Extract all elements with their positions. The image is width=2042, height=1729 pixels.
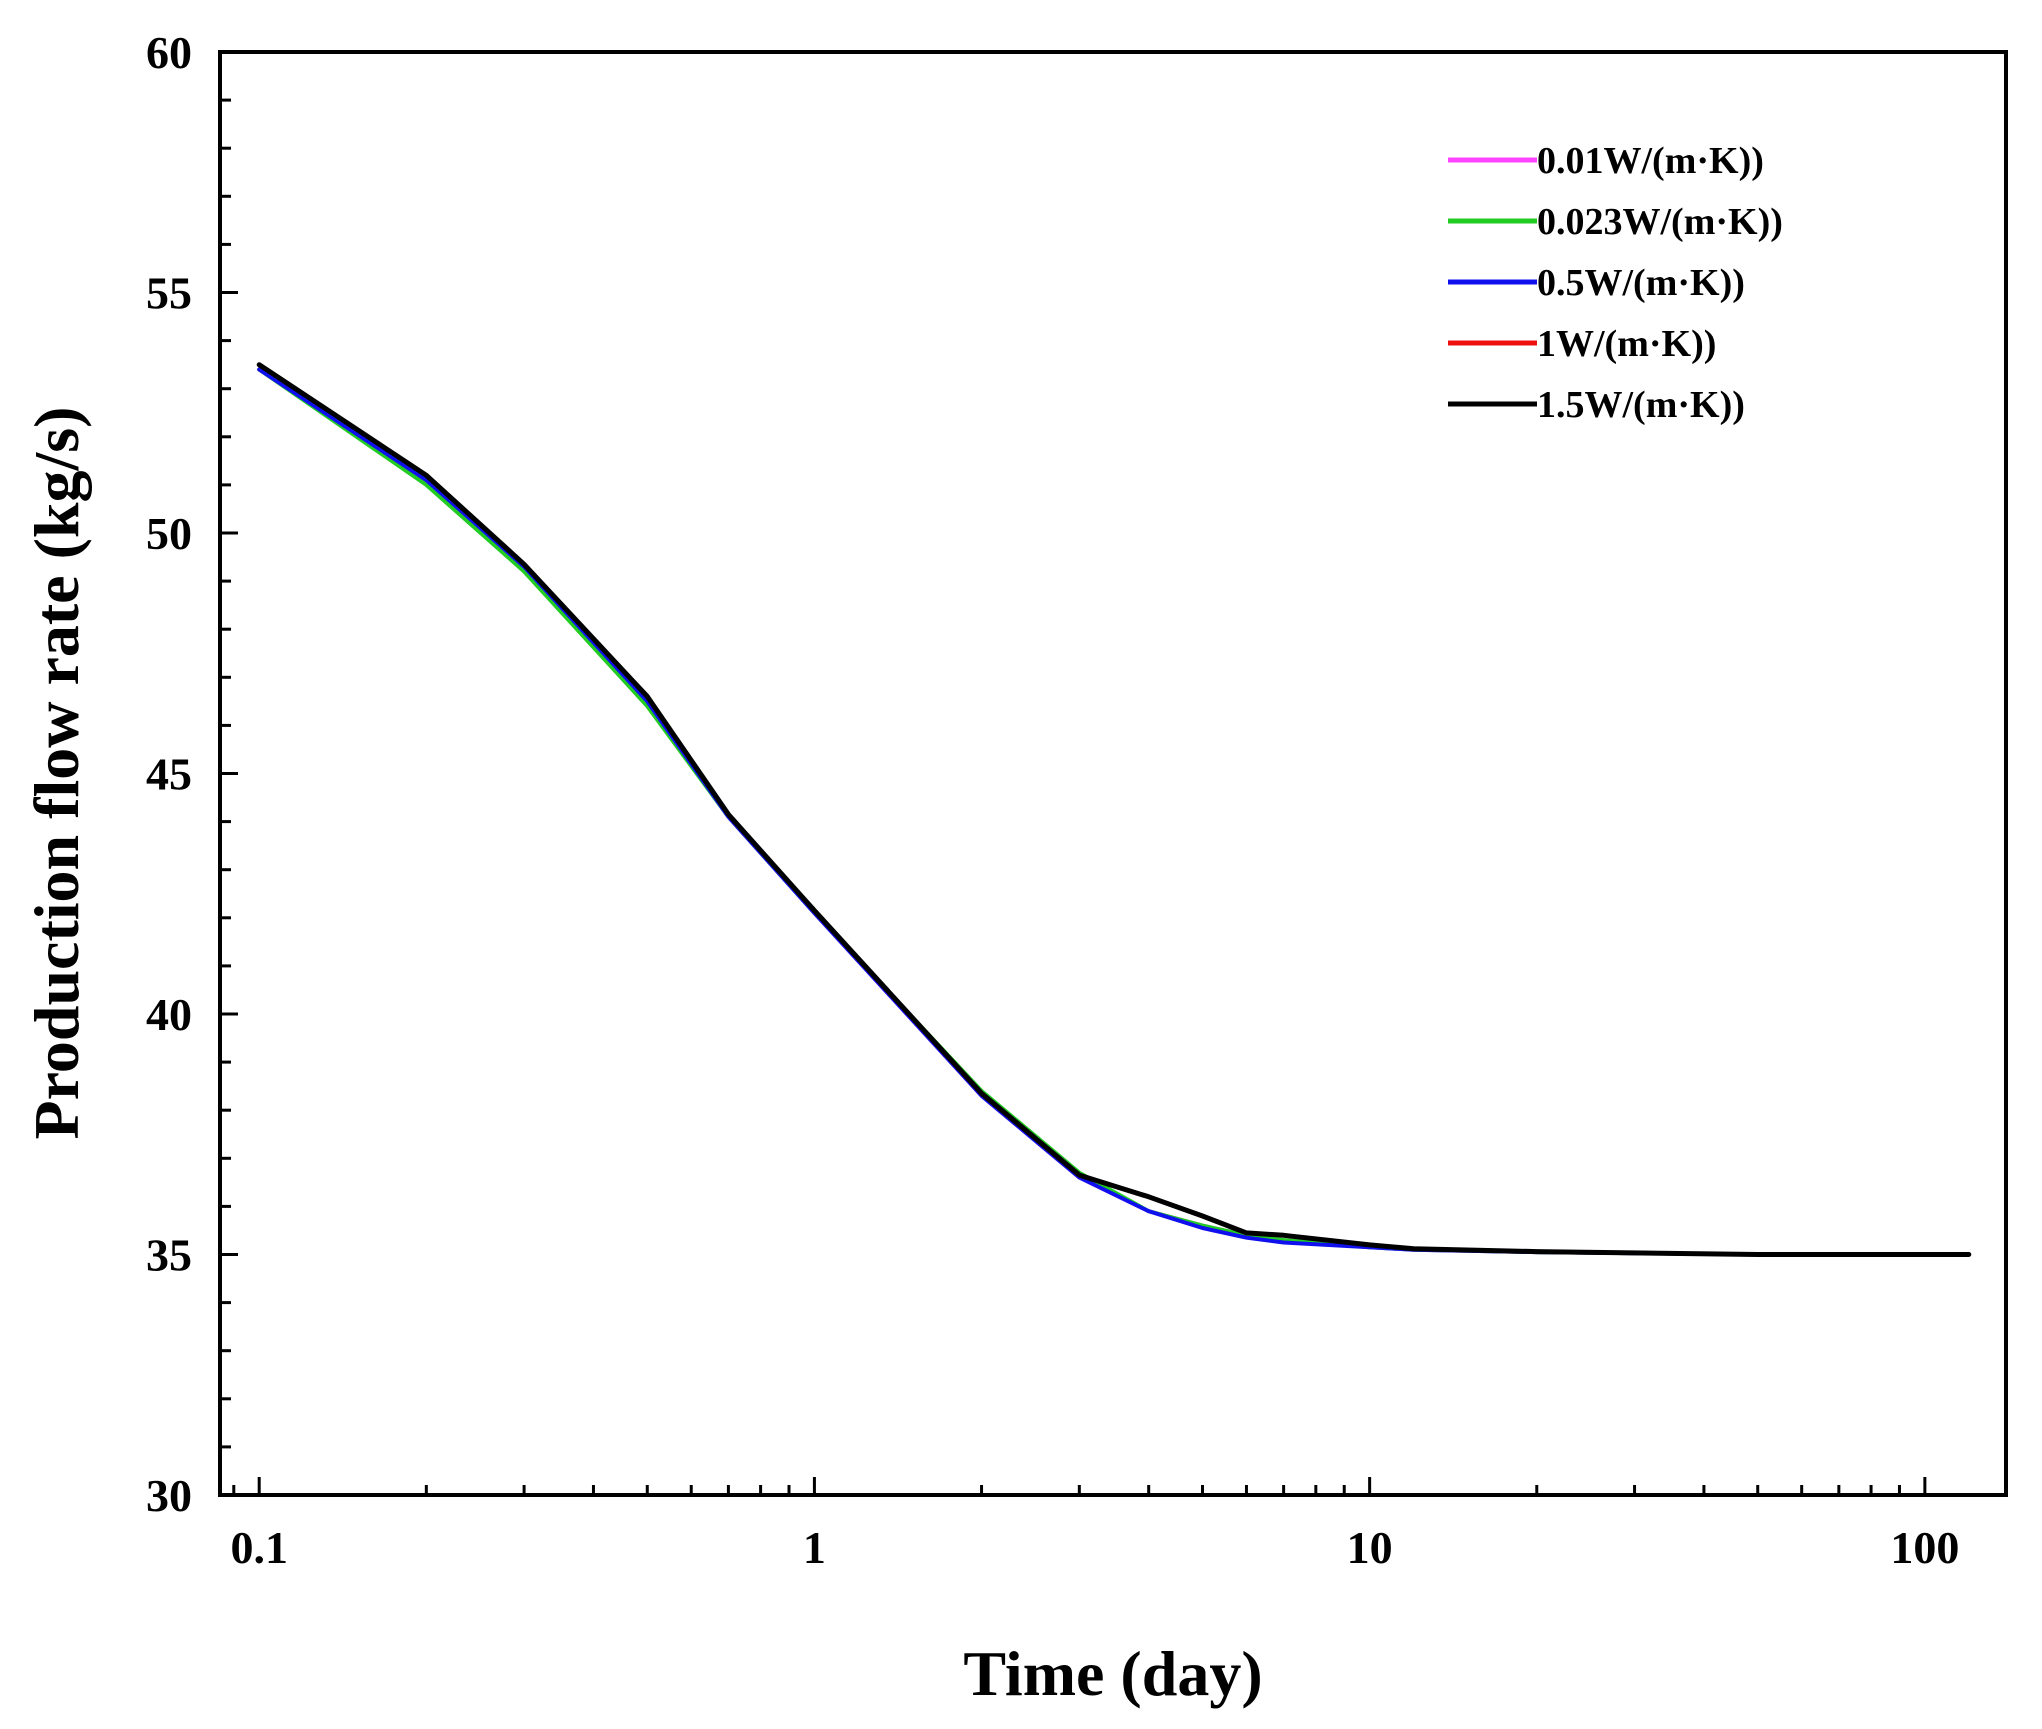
x-tick-label: 10: [1347, 1522, 1393, 1573]
x-axis-ticks: 0.1 1 10 100: [230, 1477, 1959, 1573]
series-line-2: [257, 367, 1971, 1257]
y-tick-label: 35: [146, 1230, 192, 1281]
y-tick-label: 50: [146, 508, 192, 559]
legend-label-4: 1W/(m·K)): [1537, 323, 1716, 365]
y-axis-ticks: 30 35 40 45 50 55 60: [146, 27, 238, 1521]
legend-label-5: 1.5W/(m·K)): [1537, 384, 1745, 426]
x-tick-label: 1: [803, 1522, 826, 1573]
legend-label-2: 0.023W/(m·K)): [1537, 201, 1783, 243]
y-tick-label: 45: [146, 749, 192, 800]
series-line-1: [257, 367, 1971, 1257]
legend-label-3: 0.5W/(m·K)): [1537, 262, 1745, 304]
series-line-5: [256, 362, 1972, 1257]
legend-label-1: 0.01W/(m·K)): [1537, 140, 1764, 182]
series-line-4: [257, 362, 1971, 1257]
x-tick-label: 100: [1890, 1522, 1959, 1573]
plot-frame: [218, 50, 2008, 1497]
y-tick-label: 60: [146, 27, 192, 78]
legend: 0.01W/(m·K)) 0.023W/(m·K)) 0.5W/(m·K)) 1W/(…: [1448, 140, 1783, 426]
y-tick-label: 40: [146, 989, 192, 1040]
y-axis-title: Production flow rate (kg/s): [21, 407, 92, 1140]
x-axis-title: Time (day): [963, 1638, 1262, 1709]
series-line-3: [257, 367, 1971, 1257]
x-tick-label: 0.1: [230, 1522, 288, 1573]
y-tick-label: 30: [146, 1470, 192, 1521]
y-tick-label: 55: [146, 268, 192, 319]
plot-content: [256, 362, 1972, 1257]
